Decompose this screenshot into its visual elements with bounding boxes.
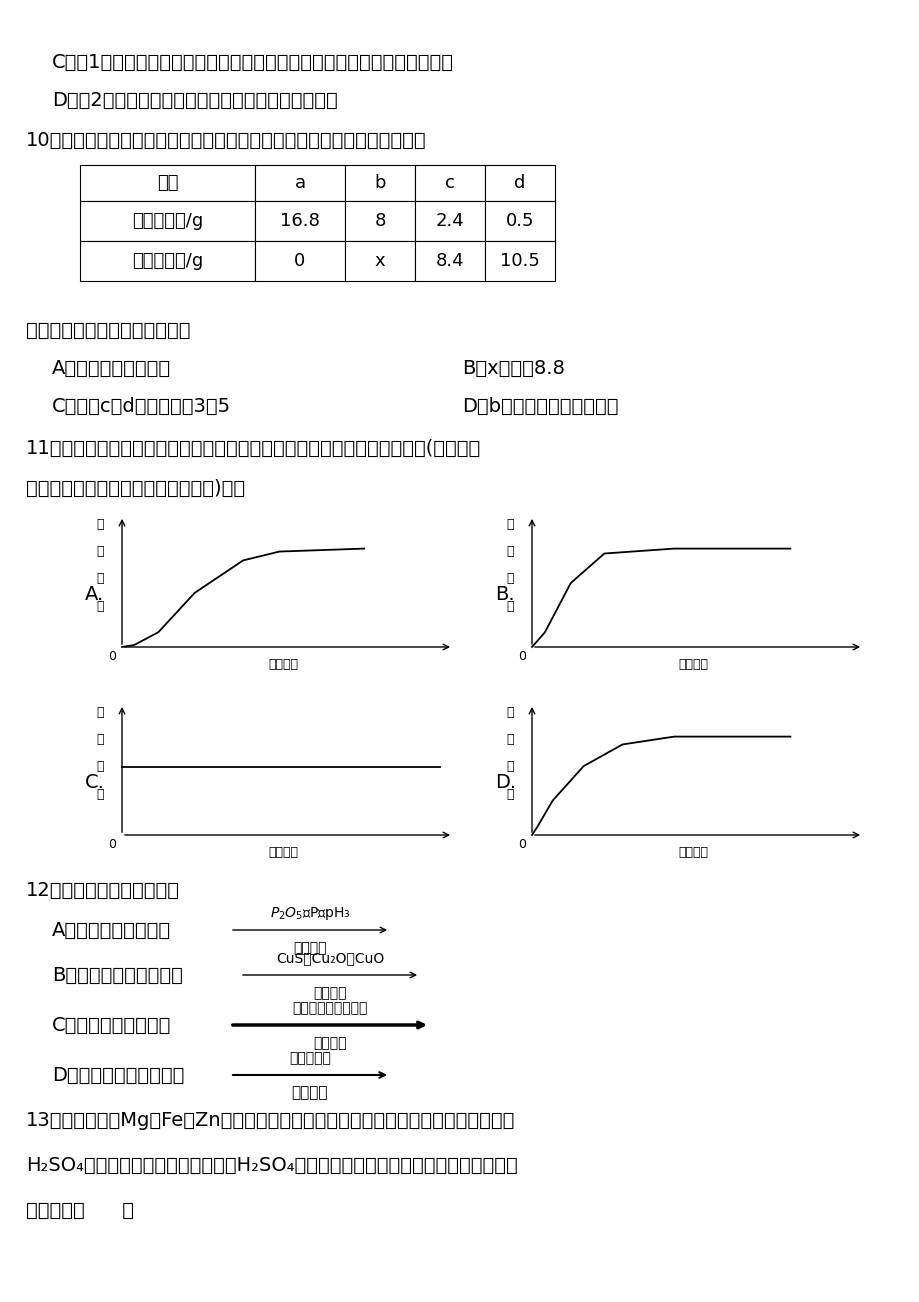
Text: 8.4: 8.4 bbox=[436, 253, 464, 270]
Text: 氧: 氧 bbox=[505, 706, 513, 719]
Bar bbox=[484, 165, 554, 201]
Bar bbox=[80, 241, 255, 281]
Text: 0: 0 bbox=[517, 838, 526, 852]
Text: 质: 质 bbox=[96, 760, 104, 773]
Text: C．生成c和d的质量比是3：5: C．生成c和d的质量比是3：5 bbox=[52, 397, 231, 415]
Text: 反应时间: 反应时间 bbox=[268, 846, 298, 859]
Text: 氧: 氧 bbox=[96, 706, 104, 719]
Text: B.: B. bbox=[494, 585, 514, 604]
Text: B．铜元素的质量分数：: B．铜元素的质量分数： bbox=[52, 966, 183, 984]
Text: C.: C. bbox=[85, 772, 105, 792]
Text: 气: 气 bbox=[96, 733, 104, 746]
Text: 你认为下列判断中错误的是（）: 你认为下列判断中错误的是（） bbox=[26, 320, 190, 340]
Text: 量: 量 bbox=[96, 599, 104, 612]
Text: C．图1中铜片上的白磷和水下的白磷对比说明燃烧必须达到可燃物的着火点: C．图1中铜片上的白磷和水下的白磷对比说明燃烧必须达到可燃物的着火点 bbox=[52, 52, 453, 72]
Text: 由高到低: 由高到低 bbox=[293, 941, 326, 954]
Bar bbox=[414, 165, 484, 201]
Text: 0.5: 0.5 bbox=[505, 212, 534, 230]
Text: x: x bbox=[374, 253, 385, 270]
Text: 13．相同质量的Mg、Fe、Zn三种金属，分别与足量的、质量相同、质量分数相同的稀: 13．相同质量的Mg、Fe、Zn三种金属，分别与足量的、质量相同、质量分数相同的… bbox=[26, 1111, 515, 1130]
Text: 反应后质量/g: 反应后质量/g bbox=[131, 253, 203, 270]
Text: 量: 量 bbox=[505, 788, 513, 801]
Text: 错误的是（      ）: 错误的是（ ） bbox=[26, 1200, 134, 1220]
Text: 由大到小: 由大到小 bbox=[312, 986, 346, 1000]
Bar bbox=[345, 201, 414, 241]
Bar bbox=[345, 241, 414, 281]
Text: 0: 0 bbox=[517, 651, 526, 664]
Text: A.: A. bbox=[85, 585, 104, 604]
Text: $P_2O_5$、P、pH₃: $P_2O_5$、P、pH₃ bbox=[269, 905, 350, 922]
Bar bbox=[255, 165, 345, 201]
Bar bbox=[80, 165, 255, 201]
Text: 量: 量 bbox=[505, 599, 513, 612]
Bar bbox=[484, 241, 554, 281]
Bar bbox=[255, 201, 345, 241]
Text: 量: 量 bbox=[96, 788, 104, 801]
Text: c: c bbox=[445, 174, 454, 191]
Text: 物质: 物质 bbox=[156, 174, 178, 191]
Text: 质: 质 bbox=[96, 572, 104, 585]
Text: D．金属单质的导电性：: D．金属单质的导电性： bbox=[52, 1065, 184, 1085]
Text: A．磷元素的化合价：: A．磷元素的化合价： bbox=[52, 921, 171, 940]
Text: 气: 气 bbox=[505, 733, 513, 746]
Text: 10.5: 10.5 bbox=[500, 253, 539, 270]
Bar bbox=[345, 165, 414, 201]
Text: C．使用合金的年代：: C．使用合金的年代： bbox=[52, 1016, 171, 1035]
Text: 氧: 氧 bbox=[96, 517, 104, 530]
Text: CuS、Cu₂O、CuO: CuS、Cu₂O、CuO bbox=[276, 950, 384, 965]
Text: 0: 0 bbox=[108, 838, 116, 852]
Text: 10．在一个密闭容器内装有四种物质，测得反应前后各物质的质量如下表：: 10．在一个密闭容器内装有四种物质，测得反应前后各物质的质量如下表： bbox=[26, 130, 426, 150]
Text: 气: 气 bbox=[505, 544, 513, 557]
Bar bbox=[414, 241, 484, 281]
Text: 氧: 氧 bbox=[505, 517, 513, 530]
Text: D．图2中白磷燃烧说明可燃物燃烧必须要与氧气接触: D．图2中白磷燃烧说明可燃物燃烧必须要与氧气接触 bbox=[52, 91, 337, 109]
Text: 16.8: 16.8 bbox=[279, 212, 320, 230]
Text: 12．下列排序正确的是（）: 12．下列排序正确的是（） bbox=[26, 880, 180, 900]
Text: 反应时间: 反应时间 bbox=[678, 659, 708, 672]
Text: 反应前质量/g: 反应前质量/g bbox=[131, 212, 203, 230]
Text: 8: 8 bbox=[374, 212, 385, 230]
Text: 反应时间: 反应时间 bbox=[678, 846, 708, 859]
Text: 质: 质 bbox=[505, 572, 513, 585]
Text: 2.4: 2.4 bbox=[436, 212, 464, 230]
Text: 银、铁、铜: 银、铁、铜 bbox=[289, 1051, 331, 1065]
Text: D．b一定是该反应的催化剂: D．b一定是该反应的催化剂 bbox=[461, 397, 618, 415]
Text: 由先到后: 由先到后 bbox=[312, 1036, 346, 1049]
Text: 质: 质 bbox=[505, 760, 513, 773]
Text: 由强到弱: 由强到弱 bbox=[291, 1086, 328, 1100]
Text: b: b bbox=[374, 174, 385, 191]
Text: a: a bbox=[294, 174, 305, 191]
Text: A．该反应是分解反应: A．该反应是分解反应 bbox=[52, 358, 171, 378]
Text: 0: 0 bbox=[294, 253, 305, 270]
Text: D.: D. bbox=[494, 772, 516, 792]
Text: 生铁、青铜、钛合金: 生铁、青铜、钛合金 bbox=[292, 1001, 368, 1016]
Text: B．x的值是8.8: B．x的值是8.8 bbox=[461, 358, 564, 378]
Text: d: d bbox=[514, 174, 525, 191]
Text: 0: 0 bbox=[108, 651, 116, 664]
Text: 反应时间: 反应时间 bbox=[268, 659, 298, 672]
Bar bbox=[255, 241, 345, 281]
Text: 气: 气 bbox=[96, 544, 104, 557]
Bar bbox=[484, 201, 554, 241]
Text: 11．下图是实验室用高锰酸钾制取氧气随时间的变化关系图，其中正确的是(横轴表示: 11．下图是实验室用高锰酸钾制取氧气随时间的变化关系图，其中正确的是(横轴表示 bbox=[26, 439, 481, 457]
Bar bbox=[80, 201, 255, 241]
Text: 反应时间，纵轴表示生成氧气的质量)（）: 反应时间，纵轴表示生成氧气的质量)（） bbox=[26, 479, 244, 497]
Text: H₂SO₄充分反应，生成氢气与消耗稀H₂SO₄的质量关系见图，分析图象所得的结论中，: H₂SO₄充分反应，生成氢气与消耗稀H₂SO₄的质量关系见图，分析图象所得的结论… bbox=[26, 1155, 517, 1174]
Bar bbox=[414, 201, 484, 241]
